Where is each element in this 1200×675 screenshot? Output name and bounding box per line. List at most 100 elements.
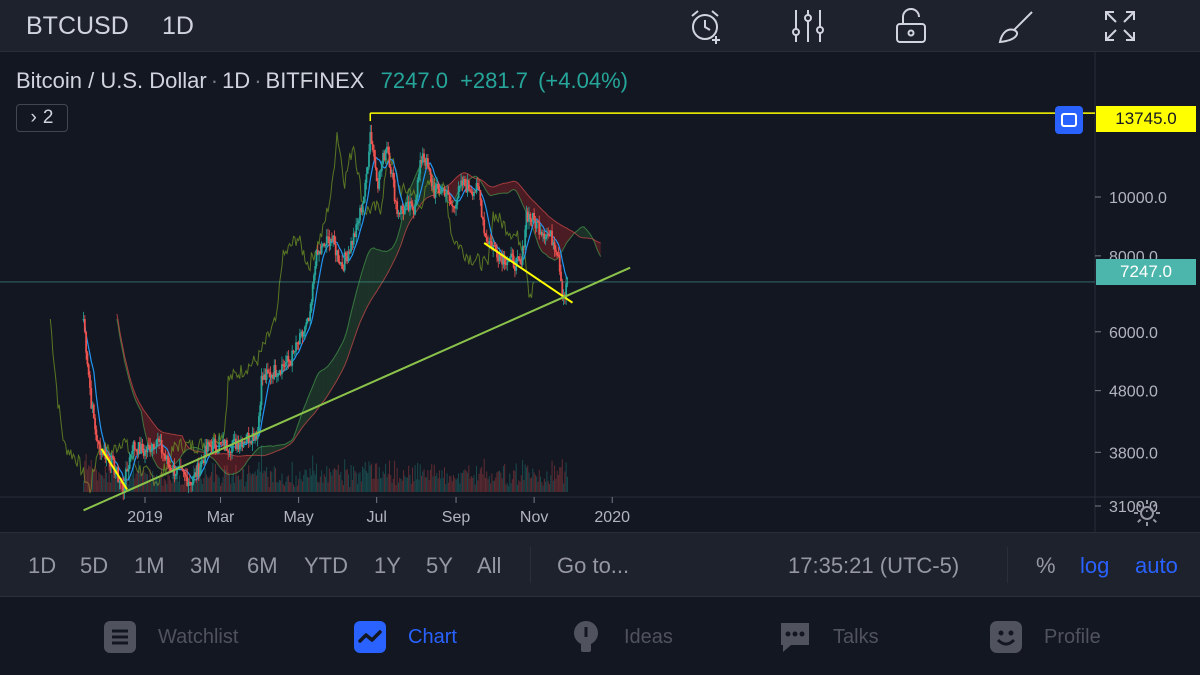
volume-bar xyxy=(452,475,454,492)
candle-body xyxy=(455,204,457,209)
candle-body xyxy=(95,429,98,441)
cloud-segment xyxy=(215,453,217,463)
candle-body xyxy=(131,450,134,455)
chart-area[interactable]: 18000.010000.08000.06000.04800.03800.031… xyxy=(0,52,1200,532)
volume-bar xyxy=(263,470,265,492)
candle-body xyxy=(464,179,466,187)
range-1y[interactable]: 1Y xyxy=(374,553,401,578)
drawing-brush-icon[interactable] xyxy=(994,6,1038,46)
candle-body xyxy=(402,209,405,214)
candle-body xyxy=(510,253,512,258)
candle-body xyxy=(206,442,209,452)
lock-icon[interactable] xyxy=(889,6,933,46)
volume-bar xyxy=(328,468,330,492)
volume-bar xyxy=(257,469,259,492)
nav-ideas[interactable]: Ideas xyxy=(568,617,673,657)
candle-body xyxy=(452,206,455,208)
nav-label: Watchlist xyxy=(158,625,239,648)
cloud-segment xyxy=(258,447,261,456)
cloud-segment xyxy=(334,354,336,385)
candle-body xyxy=(498,254,501,261)
candle-body xyxy=(388,152,391,167)
fullscreen-icon[interactable] xyxy=(1098,6,1142,46)
chart-settings-icon[interactable] xyxy=(1132,498,1162,528)
percent-scale-toggle[interactable]: % xyxy=(1036,553,1056,578)
cloud-segment xyxy=(397,233,399,255)
candle-body xyxy=(458,186,461,188)
alarm-add-icon[interactable] xyxy=(684,6,728,46)
nav-watchlist[interactable]: Watchlist xyxy=(102,617,238,657)
volume-bar xyxy=(134,478,136,492)
volume-bar xyxy=(543,478,545,492)
indicators-icon[interactable] xyxy=(786,6,830,46)
candle-body xyxy=(240,440,242,445)
candle-body xyxy=(163,453,166,456)
volume-bar xyxy=(310,475,312,492)
candle-body xyxy=(400,206,402,215)
range-3m[interactable]: 3M xyxy=(190,553,221,578)
indicators-toggle-button[interactable]: › 2 xyxy=(16,104,68,132)
candle-body xyxy=(302,332,305,337)
candle-body xyxy=(309,311,312,321)
cloud-segment xyxy=(345,329,348,363)
volume-bar xyxy=(339,474,341,492)
candle-body xyxy=(531,213,534,222)
volume-bar xyxy=(409,474,411,492)
range-ytd[interactable]: YTD xyxy=(304,553,348,578)
horizontal-line-settings-icon[interactable] xyxy=(1055,106,1083,134)
candle-body xyxy=(238,444,241,450)
volume-bar xyxy=(387,474,389,492)
nav-chart[interactable]: Chart xyxy=(352,617,457,657)
candle-body xyxy=(195,472,198,477)
nav-profile[interactable]: Profile xyxy=(988,617,1101,657)
candle-body xyxy=(268,372,271,374)
candle-body xyxy=(551,230,553,246)
range-all[interactable]: All xyxy=(477,553,502,578)
nav-talks[interactable]: Talks xyxy=(777,617,879,657)
volume-bar xyxy=(367,473,369,492)
candle-body xyxy=(199,467,201,476)
candle-body xyxy=(218,442,221,451)
candle-body xyxy=(249,441,251,443)
cloud-segment xyxy=(344,333,346,366)
volume-bar xyxy=(109,482,111,492)
volume-bar xyxy=(478,473,480,492)
cloud-segment xyxy=(502,183,504,194)
volume-bar xyxy=(276,481,278,492)
range-6m[interactable]: 6M xyxy=(247,553,278,578)
volume-bar xyxy=(561,459,563,492)
nav-label: Chart xyxy=(408,625,457,648)
cloud-segment xyxy=(362,265,364,317)
candle-body xyxy=(205,446,208,452)
candle-body xyxy=(118,481,121,483)
interval-button[interactable]: 1D xyxy=(162,12,194,40)
range-5d[interactable]: 5D xyxy=(80,553,109,578)
symbol-button[interactable]: BTCUSD xyxy=(26,12,129,40)
volume-bar xyxy=(423,469,425,492)
volume-bar xyxy=(211,471,213,492)
auto-scale-toggle[interactable]: auto xyxy=(1135,553,1178,578)
volume-bar xyxy=(344,459,346,492)
candle-body xyxy=(511,253,514,256)
volume-bar xyxy=(342,484,344,492)
price-chart[interactable]: 18000.010000.08000.06000.04800.03800.031… xyxy=(0,52,1200,532)
goto-button[interactable]: Go to... xyxy=(557,553,630,578)
candle-body xyxy=(530,219,533,222)
volume-bar xyxy=(223,465,225,492)
volume-bar xyxy=(359,471,361,492)
range-1d[interactable]: 1D xyxy=(28,553,57,578)
range-1m[interactable]: 1M xyxy=(134,553,165,578)
candle-body xyxy=(94,417,96,430)
candle-body xyxy=(96,440,99,442)
volume-bar xyxy=(93,468,95,492)
volume-bar xyxy=(377,479,379,492)
candle-body xyxy=(236,442,239,450)
price-tick-label: 3100.0 xyxy=(1109,499,1158,516)
range-5y[interactable]: 5Y xyxy=(426,553,453,578)
volume-bar xyxy=(501,478,503,492)
cloud-segment xyxy=(349,312,352,352)
cloud-segment xyxy=(365,258,367,312)
cloud-segment xyxy=(371,248,373,300)
cloud-segment xyxy=(261,446,263,456)
log-scale-toggle[interactable]: log xyxy=(1080,553,1110,578)
